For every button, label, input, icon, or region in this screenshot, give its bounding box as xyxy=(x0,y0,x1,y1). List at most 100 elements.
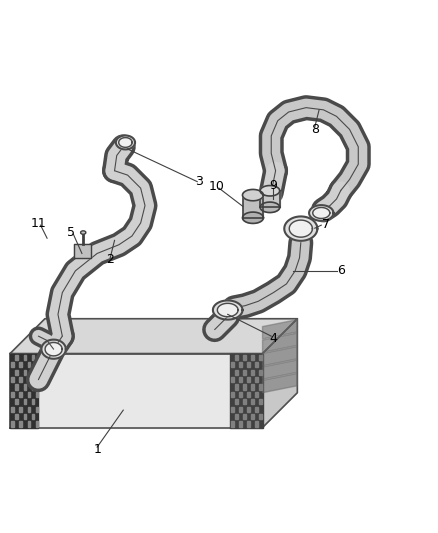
Polygon shape xyxy=(24,399,26,405)
Polygon shape xyxy=(243,189,263,201)
Polygon shape xyxy=(19,407,22,412)
Polygon shape xyxy=(251,355,254,360)
Polygon shape xyxy=(45,343,62,356)
Polygon shape xyxy=(32,355,35,360)
Polygon shape xyxy=(24,384,26,390)
Polygon shape xyxy=(11,377,14,382)
Polygon shape xyxy=(243,414,246,419)
Polygon shape xyxy=(35,422,39,426)
Polygon shape xyxy=(15,399,18,405)
Polygon shape xyxy=(24,355,26,360)
Polygon shape xyxy=(19,392,22,397)
Polygon shape xyxy=(231,362,233,367)
Polygon shape xyxy=(32,414,35,419)
Text: 6: 6 xyxy=(337,264,345,277)
Text: 1: 1 xyxy=(93,443,101,456)
Polygon shape xyxy=(235,370,238,375)
Polygon shape xyxy=(262,333,297,352)
Polygon shape xyxy=(309,205,333,221)
Polygon shape xyxy=(251,384,254,390)
Polygon shape xyxy=(259,414,262,419)
Polygon shape xyxy=(247,422,250,426)
Polygon shape xyxy=(10,319,297,353)
Polygon shape xyxy=(231,392,233,397)
Polygon shape xyxy=(11,362,14,367)
Polygon shape xyxy=(255,407,258,412)
Polygon shape xyxy=(284,216,318,241)
Polygon shape xyxy=(239,407,242,412)
Polygon shape xyxy=(251,414,254,419)
Polygon shape xyxy=(116,135,135,149)
Polygon shape xyxy=(42,340,66,359)
Polygon shape xyxy=(260,191,280,207)
Polygon shape xyxy=(28,362,30,367)
Polygon shape xyxy=(35,362,39,367)
Polygon shape xyxy=(251,370,254,375)
Polygon shape xyxy=(119,138,132,147)
Polygon shape xyxy=(260,202,280,213)
Polygon shape xyxy=(35,407,39,412)
Text: 8: 8 xyxy=(311,123,319,136)
Text: 11: 11 xyxy=(31,217,46,230)
Polygon shape xyxy=(15,370,18,375)
Polygon shape xyxy=(262,320,297,339)
Polygon shape xyxy=(247,377,250,382)
Polygon shape xyxy=(231,377,233,382)
Polygon shape xyxy=(239,377,242,382)
Polygon shape xyxy=(230,353,262,427)
Polygon shape xyxy=(231,407,233,412)
Polygon shape xyxy=(15,414,18,419)
Polygon shape xyxy=(262,360,297,379)
Polygon shape xyxy=(235,384,238,390)
Polygon shape xyxy=(10,353,262,427)
Polygon shape xyxy=(255,362,258,367)
Polygon shape xyxy=(213,301,243,320)
Polygon shape xyxy=(243,355,246,360)
Polygon shape xyxy=(243,212,263,223)
Polygon shape xyxy=(231,422,233,426)
Polygon shape xyxy=(259,370,262,375)
Polygon shape xyxy=(19,377,22,382)
Polygon shape xyxy=(255,377,258,382)
Polygon shape xyxy=(239,362,242,367)
Polygon shape xyxy=(262,346,297,366)
Polygon shape xyxy=(243,384,246,390)
Polygon shape xyxy=(74,244,92,258)
Text: 10: 10 xyxy=(209,180,225,193)
Text: 7: 7 xyxy=(321,218,330,231)
Polygon shape xyxy=(255,422,258,426)
Polygon shape xyxy=(289,220,312,237)
Polygon shape xyxy=(239,422,242,426)
Text: 3: 3 xyxy=(195,175,203,188)
Ellipse shape xyxy=(81,231,86,235)
Polygon shape xyxy=(255,392,258,397)
Polygon shape xyxy=(15,384,18,390)
Polygon shape xyxy=(15,355,18,360)
Polygon shape xyxy=(262,374,297,393)
Polygon shape xyxy=(251,399,254,405)
Polygon shape xyxy=(35,377,39,382)
Text: 4: 4 xyxy=(269,332,277,345)
Text: 5: 5 xyxy=(67,226,75,239)
Polygon shape xyxy=(239,392,242,397)
Polygon shape xyxy=(32,384,35,390)
Polygon shape xyxy=(235,399,238,405)
Polygon shape xyxy=(235,355,238,360)
Polygon shape xyxy=(235,414,238,419)
Text: 2: 2 xyxy=(106,254,114,266)
Polygon shape xyxy=(247,362,250,367)
Polygon shape xyxy=(247,392,250,397)
Polygon shape xyxy=(24,370,26,375)
Polygon shape xyxy=(262,319,297,427)
Polygon shape xyxy=(28,422,30,426)
Polygon shape xyxy=(28,392,30,397)
Polygon shape xyxy=(259,355,262,360)
Polygon shape xyxy=(259,384,262,390)
Polygon shape xyxy=(260,185,280,196)
Polygon shape xyxy=(24,414,26,419)
Polygon shape xyxy=(28,377,30,382)
Polygon shape xyxy=(28,407,30,412)
Polygon shape xyxy=(247,407,250,412)
Polygon shape xyxy=(217,303,238,317)
Polygon shape xyxy=(243,195,263,218)
